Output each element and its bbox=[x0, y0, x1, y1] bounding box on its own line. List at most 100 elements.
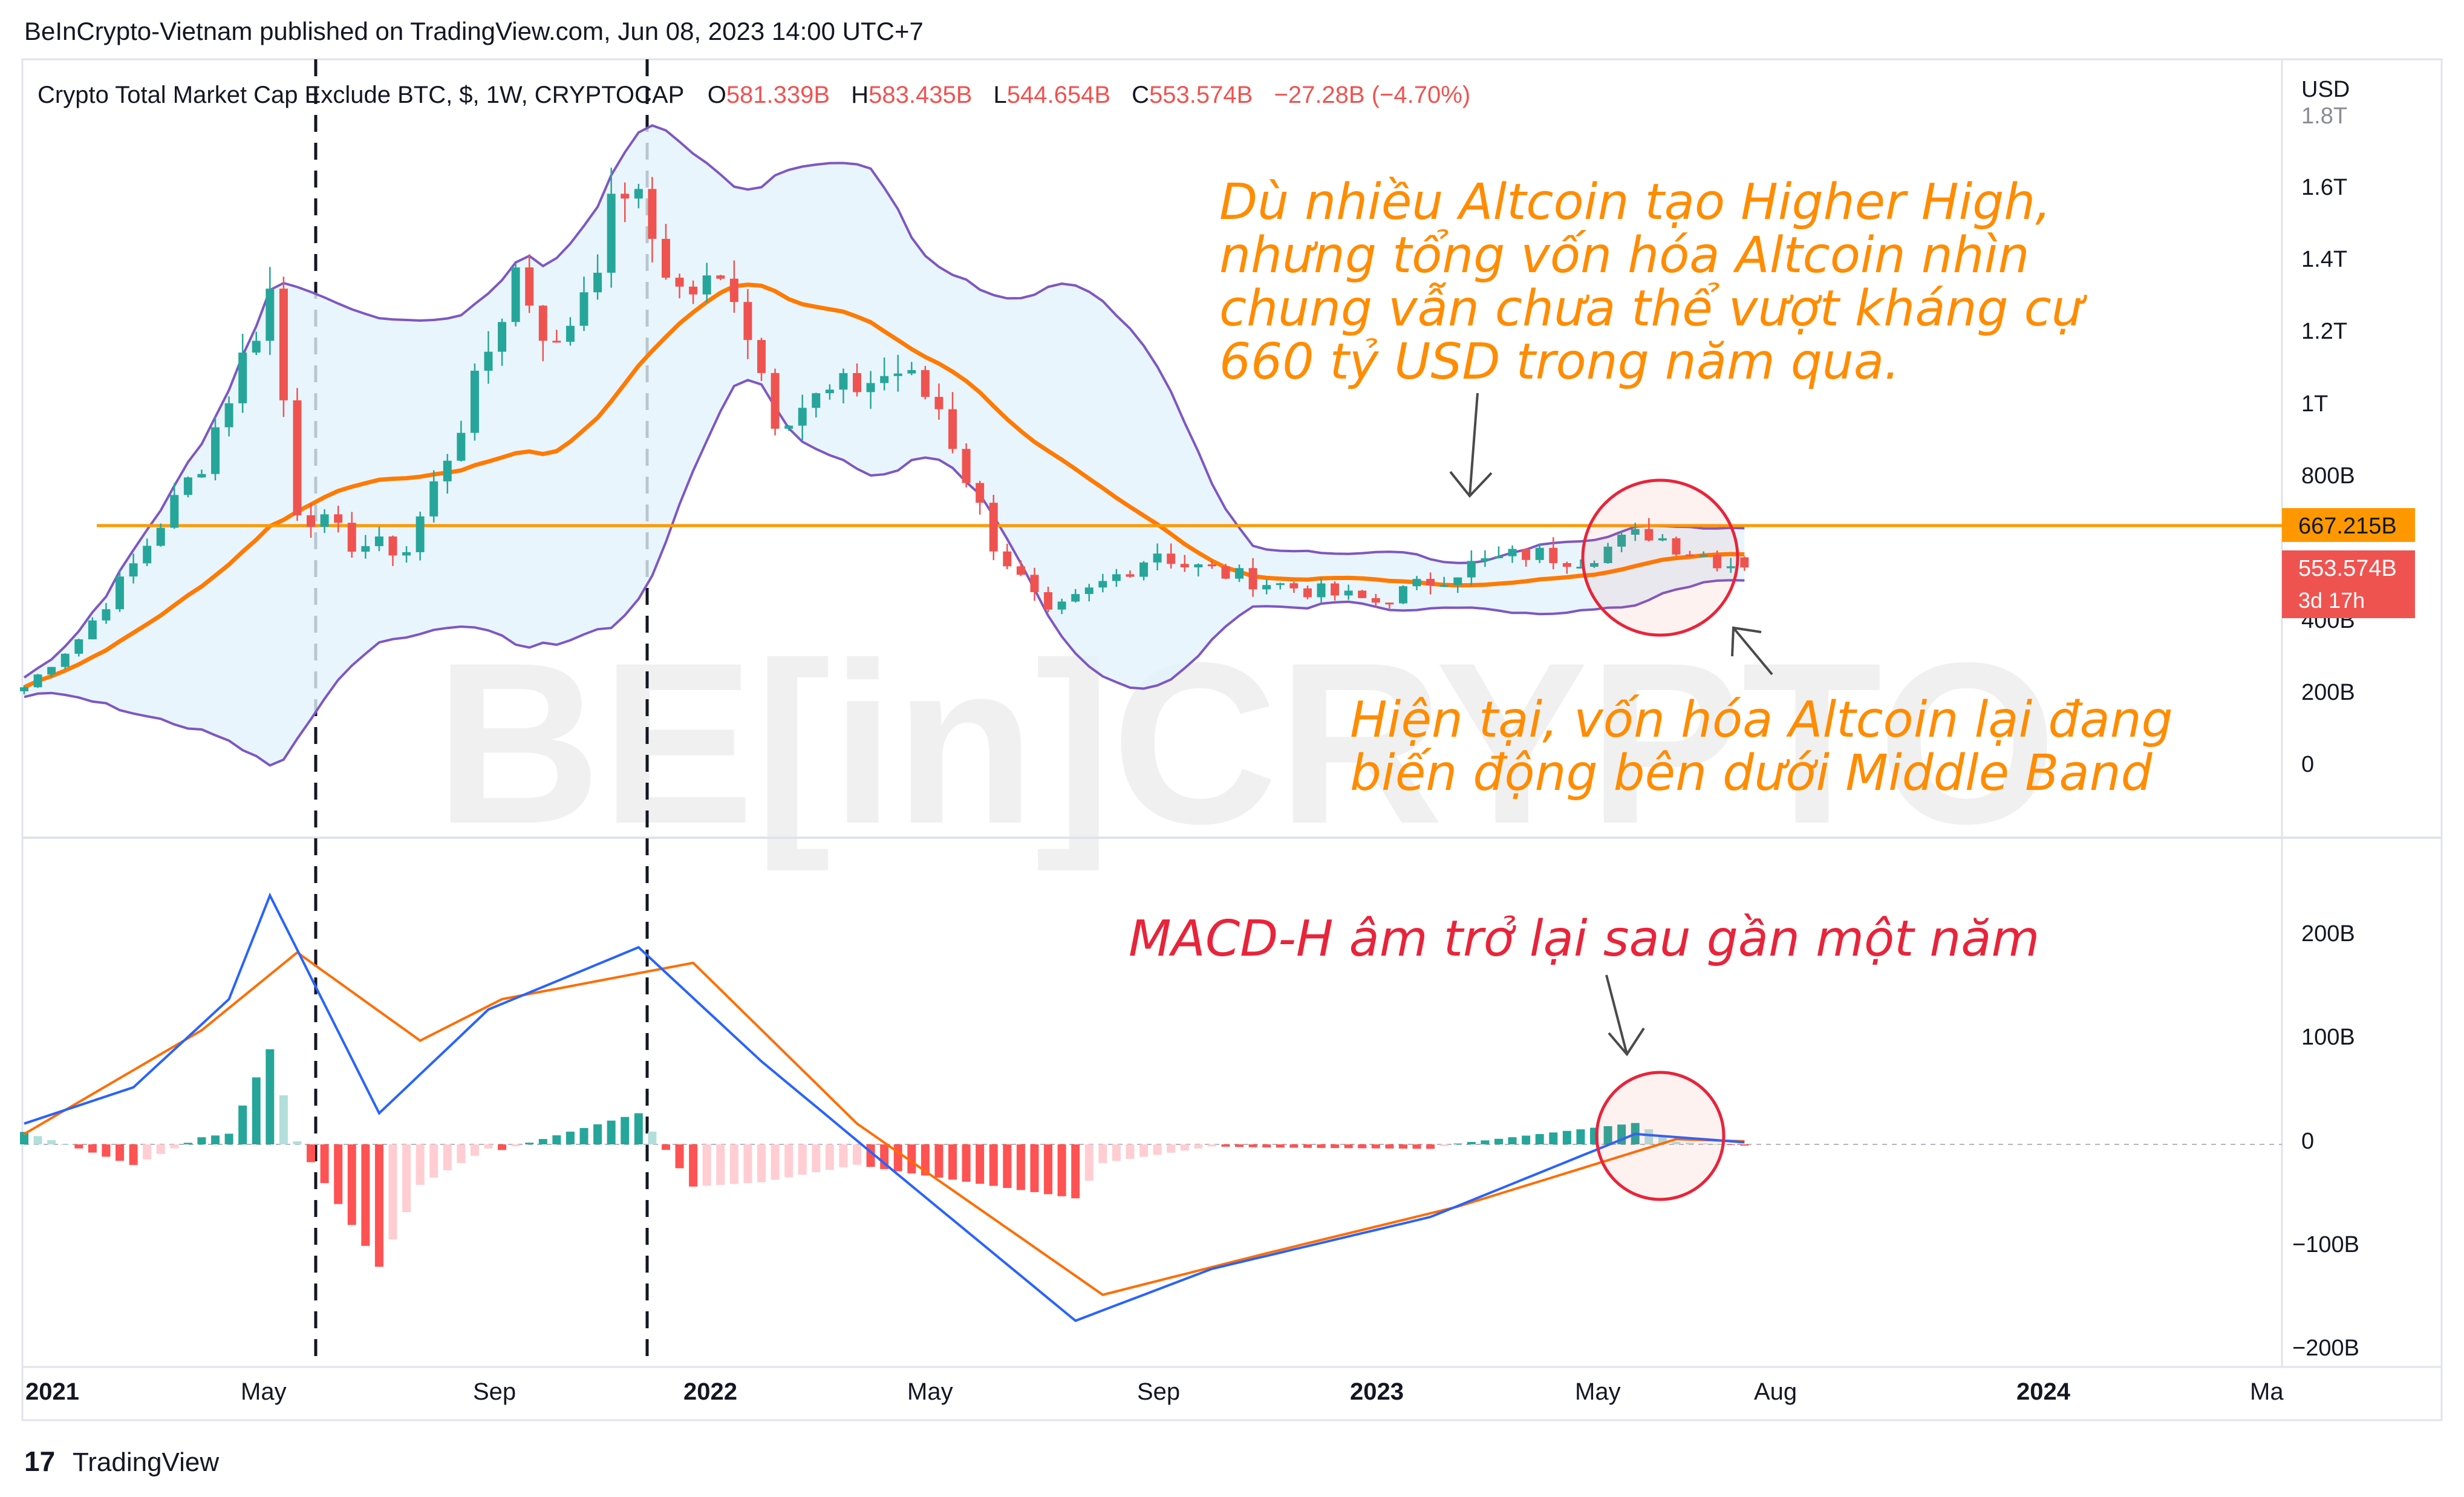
candle-body bbox=[1344, 590, 1353, 596]
macd-histogram-bar bbox=[839, 1144, 848, 1167]
candle-body bbox=[1358, 590, 1367, 598]
tradingview-footer-logo[interactable]: 17 TradingView bbox=[24, 1446, 219, 1477]
time-tick: Sep bbox=[1137, 1378, 1180, 1405]
macd-histogram-bar bbox=[565, 1131, 575, 1144]
symbol-legend[interactable]: Crypto Total Market Cap Exclude BTC, $, … bbox=[37, 82, 1470, 108]
candle-body bbox=[1453, 577, 1462, 585]
macd-histogram-bar bbox=[962, 1144, 971, 1182]
last-price-label[interactable]: 553.574B 3d 17h bbox=[2282, 550, 2415, 618]
candle-body bbox=[757, 340, 766, 373]
highlight-circle-macd[interactable] bbox=[1595, 1071, 1726, 1201]
candle-body bbox=[1112, 574, 1121, 581]
macd-histogram-bar bbox=[1535, 1133, 1544, 1144]
candle-body bbox=[579, 292, 588, 326]
candle-body bbox=[1248, 568, 1257, 590]
candle-body bbox=[812, 393, 821, 408]
macd-axis[interactable]: 200B 100B 0 −100B −200B bbox=[2292, 921, 2359, 1361]
candle-body bbox=[1303, 588, 1312, 598]
macd-histogram-bar bbox=[102, 1144, 111, 1157]
candle-body bbox=[252, 341, 261, 353]
macd-histogram-bar bbox=[743, 1144, 752, 1184]
candle-body bbox=[1276, 583, 1285, 585]
candle-body bbox=[1562, 563, 1571, 567]
candle-body bbox=[921, 370, 930, 397]
candle-body bbox=[634, 189, 643, 199]
macd-histogram-bar bbox=[579, 1127, 588, 1144]
candle-body bbox=[129, 563, 138, 577]
macd-histogram-bar bbox=[621, 1117, 630, 1144]
candle-body bbox=[1398, 586, 1407, 604]
macd-histogram-bar bbox=[661, 1144, 670, 1150]
macd-tick: −200B bbox=[2292, 1336, 2359, 1361]
resistance-label-text: 667.215B bbox=[2298, 514, 2397, 539]
candle-body bbox=[1003, 551, 1012, 567]
macd-histogram-bar bbox=[307, 1144, 316, 1163]
candle-body bbox=[1180, 564, 1189, 568]
candle-body bbox=[1235, 568, 1244, 579]
macd-histogram-bar bbox=[1153, 1144, 1162, 1155]
macd-histogram-bar bbox=[1467, 1142, 1476, 1144]
annotation-macd[interactable]: MACD-H âm trở lại sau gần một năm bbox=[1129, 910, 2039, 968]
macd-histogram-bar bbox=[771, 1144, 780, 1180]
candle-body bbox=[538, 305, 547, 341]
candle-body bbox=[307, 515, 316, 527]
macd-histogram-bar bbox=[1317, 1144, 1326, 1148]
arrow-annotation-macd[interactable] bbox=[1605, 974, 1645, 1057]
macd-histogram-bar bbox=[1207, 1144, 1216, 1147]
candle-body bbox=[1153, 553, 1162, 563]
macd-histogram-bar bbox=[197, 1137, 206, 1144]
candle-body bbox=[1481, 558, 1490, 561]
macd-histogram-bar bbox=[1686, 1143, 1694, 1144]
candle-body bbox=[170, 495, 179, 528]
candle-body bbox=[702, 275, 711, 295]
macd-histogram-bar bbox=[907, 1144, 916, 1174]
annotation-resistance[interactable]: Dù nhiều Altcoin tạo Higher High, nhưng … bbox=[1219, 174, 2088, 391]
macd-histogram-bar bbox=[934, 1144, 944, 1178]
annotation-line: 660 tỷ USD trong năm qua. bbox=[1219, 333, 1900, 391]
price-tick: 800B bbox=[2301, 463, 2355, 489]
time-tick: 2022 bbox=[683, 1378, 737, 1405]
macd-histogram-bar bbox=[921, 1144, 930, 1176]
macd-histogram-bar bbox=[320, 1144, 329, 1184]
arrow-annotation-middle[interactable] bbox=[1731, 626, 1773, 676]
macd-histogram-bar bbox=[334, 1144, 343, 1204]
price-tick: 1T bbox=[2301, 391, 2328, 417]
candlestick-series bbox=[20, 168, 1749, 694]
candle-body bbox=[1207, 564, 1216, 567]
arrow-annotation-top[interactable] bbox=[1449, 393, 1493, 498]
macd-histogram-bar bbox=[116, 1144, 125, 1161]
candle-body bbox=[907, 370, 916, 374]
macd-histogram-bar bbox=[74, 1144, 83, 1149]
candle-body bbox=[498, 322, 507, 352]
macd-histogram-bar bbox=[1740, 1144, 1749, 1146]
time-axis[interactable]: 2021 May Sep 2022 May Sep 2023 May Aug 2… bbox=[25, 1378, 2284, 1405]
candle-body bbox=[989, 503, 998, 552]
candle-body bbox=[1494, 556, 1503, 558]
time-tick: May bbox=[241, 1378, 287, 1405]
price-tick: 0 bbox=[2301, 752, 2314, 777]
macd-histogram-bar bbox=[1071, 1144, 1080, 1199]
last-price-text: 553.574B bbox=[2298, 556, 2397, 581]
candle-body bbox=[74, 639, 83, 654]
price-tick: 1.8T bbox=[2301, 103, 2347, 129]
macd-histogram-bar bbox=[593, 1124, 602, 1144]
macd-histogram-bar bbox=[429, 1144, 438, 1178]
highlight-circle-price[interactable] bbox=[1581, 478, 1739, 637]
candle-body bbox=[1221, 566, 1230, 579]
candle-body bbox=[183, 477, 192, 495]
resistance-price-label[interactable]: 667.215B bbox=[2282, 508, 2415, 542]
price-axis[interactable]: 1.8T 1.6T 1.4T 1.2T 1T 800B 400B 200B 0 bbox=[2301, 103, 2355, 777]
candle-body bbox=[1016, 566, 1025, 575]
candle-body bbox=[1658, 538, 1667, 541]
macd-histogram-bar bbox=[648, 1131, 657, 1144]
annotation-middle-band[interactable]: Hiện tại, vốn hóa Altcoin lại đang biến … bbox=[1350, 691, 2173, 802]
candle-body bbox=[402, 552, 411, 556]
candle-body bbox=[853, 373, 861, 393]
candle-body bbox=[416, 516, 425, 552]
watermark-logo: BE[in]CRYPTO bbox=[435, 615, 2056, 873]
macd-histogram-bar bbox=[156, 1144, 165, 1154]
macd-histogram-bar bbox=[1508, 1137, 1517, 1144]
time-tick: Sep bbox=[473, 1378, 516, 1405]
candle-body bbox=[511, 267, 520, 322]
